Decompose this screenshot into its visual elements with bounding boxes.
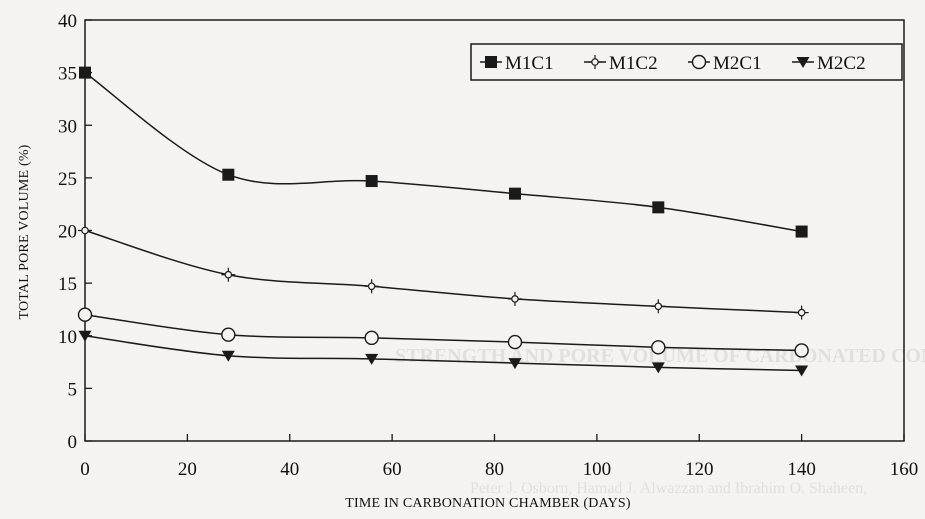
x-tick-label: 60 bbox=[383, 459, 402, 480]
x-tick-label: 40 bbox=[280, 459, 299, 480]
data-point-m2c1 bbox=[221, 327, 236, 342]
x-axis: 0 20 40 60 80 100 120 140 160 bbox=[80, 434, 918, 480]
series-layer bbox=[77, 66, 809, 377]
series-m2c2 bbox=[78, 330, 809, 377]
y-tick-label: 30 bbox=[58, 116, 77, 137]
legend-label-m2c2: M2C2 bbox=[817, 53, 866, 74]
data-point-m1c2 bbox=[221, 267, 236, 282]
bleed-through-authors: Peter J. Osborn, Hamad J. Alwazzan and I… bbox=[470, 480, 867, 497]
y-tick-label: 15 bbox=[58, 274, 77, 295]
x-tick-label: 160 bbox=[890, 459, 919, 480]
data-point-m1c2 bbox=[364, 279, 379, 294]
data-point-m1c1 bbox=[222, 168, 235, 181]
legend-label-m1c1: M1C1 bbox=[505, 53, 554, 74]
y-tick-label: 10 bbox=[58, 327, 77, 348]
legend-marker-m1c1 bbox=[485, 56, 497, 68]
marker-star-core bbox=[591, 58, 599, 66]
legend: M1C1 M1C2 M2C1 M2C2 bbox=[480, 53, 866, 74]
marker-star-core bbox=[654, 302, 663, 311]
data-point-m2c2 bbox=[508, 358, 522, 370]
data-point-m2c1 bbox=[794, 343, 809, 358]
x-axis-title: TIME IN CARBONATION CHAMBER (DAYS) bbox=[345, 496, 631, 511]
data-point-m1c1 bbox=[365, 175, 378, 188]
y-tick-label: 40 bbox=[58, 11, 77, 32]
data-point-m2c2 bbox=[795, 365, 809, 377]
data-point-m1c1 bbox=[795, 225, 808, 238]
marker-star-core bbox=[367, 282, 376, 291]
data-point-m2c1 bbox=[507, 334, 523, 350]
y-axis: 0 5 10 15 20 25 30 35 40 bbox=[58, 11, 92, 453]
data-point-m1c2 bbox=[507, 291, 522, 306]
y-tick-label: 0 bbox=[68, 432, 78, 453]
y-tick-label: 20 bbox=[58, 222, 77, 243]
series-line-m2c2 bbox=[84, 335, 802, 372]
marker-star-core bbox=[797, 308, 806, 317]
series-line-m1c2 bbox=[84, 229, 802, 314]
data-point-m1c2 bbox=[651, 299, 666, 314]
legend-marker-m2c2 bbox=[796, 57, 810, 68]
data-point-m2c2 bbox=[78, 330, 92, 342]
data-point-m1c2 bbox=[794, 305, 809, 320]
data-point-m2c1 bbox=[364, 330, 379, 346]
data-point-m2c2 bbox=[221, 350, 235, 362]
data-point-m1c1 bbox=[652, 201, 665, 214]
data-point-m1c1 bbox=[79, 66, 91, 79]
series-m1c2 bbox=[78, 223, 809, 320]
series-m2c1 bbox=[77, 307, 809, 358]
y-axis-title: TOTAL PORE VOLUME (%) bbox=[17, 144, 32, 319]
x-tick-label: 140 bbox=[787, 459, 816, 480]
data-point-m1c2 bbox=[78, 223, 92, 238]
legend-marker-m1c2 bbox=[588, 55, 602, 69]
legend-box bbox=[470, 43, 903, 81]
data-point-m2c1 bbox=[651, 340, 666, 355]
x-tick-label: 20 bbox=[178, 459, 197, 480]
legend-label-m1c2: M1C2 bbox=[609, 53, 658, 74]
y-tick-label: 35 bbox=[58, 64, 77, 85]
data-point-m2c2 bbox=[365, 353, 379, 365]
marker-star-core bbox=[511, 295, 519, 303]
series-m1c1 bbox=[79, 66, 808, 238]
y-tick-label: 5 bbox=[68, 379, 78, 400]
data-point-m1c1 bbox=[508, 187, 521, 200]
data-point-m2c1 bbox=[77, 307, 93, 322]
x-tick-label: 100 bbox=[583, 459, 612, 480]
marker-star-core bbox=[81, 226, 89, 235]
plot-frame bbox=[84, 19, 905, 442]
marker-star-core bbox=[224, 270, 233, 279]
y-tick-label: 25 bbox=[58, 169, 77, 190]
legend-marker-m2c1 bbox=[691, 54, 707, 70]
legend-label-m2c1: M2C1 bbox=[713, 53, 762, 74]
series-line-m1c1 bbox=[84, 72, 802, 233]
data-point-m2c2 bbox=[651, 362, 665, 374]
x-tick-label: 0 bbox=[80, 459, 90, 480]
x-tick-label: 120 bbox=[685, 459, 714, 480]
series-line-m2c1 bbox=[84, 313, 802, 352]
x-tick-label: 80 bbox=[485, 459, 504, 480]
